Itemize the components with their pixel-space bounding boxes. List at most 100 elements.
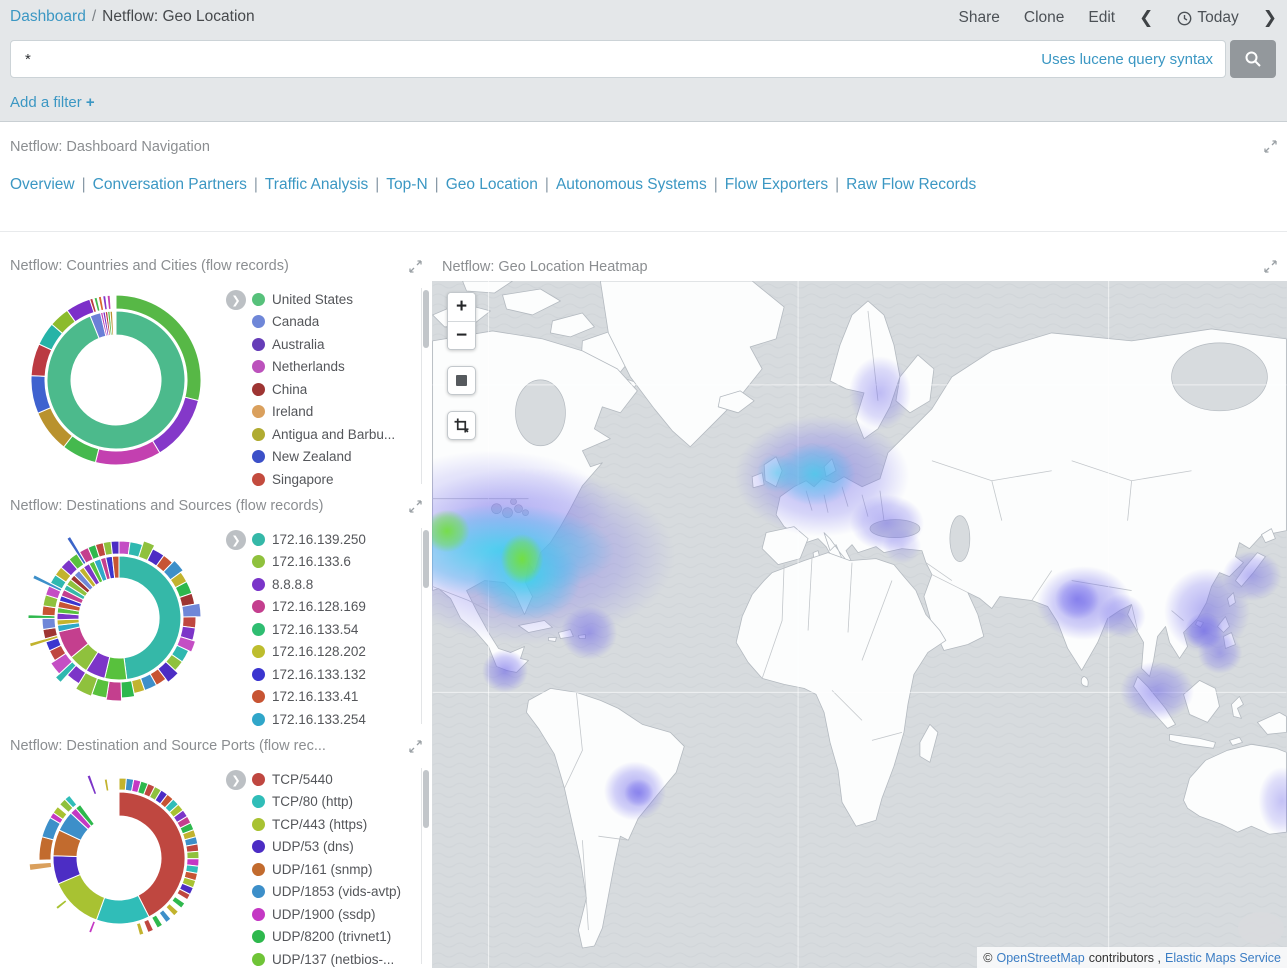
- pie-slice[interactable]: [103, 778, 110, 792]
- pie-slice[interactable]: [158, 908, 172, 924]
- legend-item[interactable]: 172.16.133.132: [252, 663, 366, 686]
- pie-slice[interactable]: [109, 310, 115, 336]
- add-filter-button[interactable]: Add a filter +: [10, 94, 95, 111]
- nav-link-autonomous-systems[interactable]: Autonomous Systems: [555, 176, 707, 193]
- pie-slice[interactable]: [41, 617, 57, 631]
- legend-item[interactable]: United States: [252, 288, 395, 311]
- time-back-button[interactable]: ❮: [1139, 8, 1154, 27]
- pie-slice[interactable]: [135, 921, 145, 936]
- pie-slice[interactable]: [89, 297, 98, 314]
- nav-link-flow-exporters[interactable]: Flow Exporters: [724, 176, 829, 193]
- zoom-in-button[interactable]: +: [448, 293, 475, 321]
- lucene-syntax-link[interactable]: Uses lucene query syntax: [1041, 50, 1213, 68]
- legend-item[interactable]: 172.16.128.202: [252, 641, 366, 664]
- map-panel-title: Netflow: Geo Location Heatmap: [442, 259, 648, 275]
- legend-item[interactable]: Australia: [252, 333, 395, 356]
- legend-item[interactable]: 172.16.128.169: [252, 596, 366, 619]
- nav-link-conversation-partners[interactable]: Conversation Partners: [92, 176, 247, 193]
- elastic-maps-service-link[interactable]: Elastic Maps Service: [1164, 950, 1281, 965]
- time-forward-button[interactable]: ❯: [1262, 8, 1277, 27]
- pie-slice[interactable]: [102, 295, 108, 311]
- legend-item[interactable]: UDP/1900 (ssdp): [252, 903, 401, 926]
- expand-panel-icon[interactable]: [408, 739, 423, 754]
- zoom-out-button[interactable]: −: [448, 321, 475, 349]
- legend-label: United States: [272, 291, 354, 307]
- nav-link-geo-location[interactable]: Geo Location: [445, 176, 538, 193]
- legend-collapse-button[interactable]: ❯: [226, 530, 246, 550]
- pie-slice[interactable]: [106, 294, 112, 310]
- legend-item[interactable]: Netherlands: [252, 356, 395, 379]
- pie-slice[interactable]: [110, 540, 120, 555]
- legend-item[interactable]: TCP/80 (http): [252, 791, 401, 814]
- pie-slice[interactable]: [143, 918, 155, 934]
- legend-item[interactable]: Ireland: [252, 401, 395, 424]
- expand-panel-icon[interactable]: [1263, 139, 1278, 154]
- nav-link-overview[interactable]: Overview: [10, 176, 75, 193]
- scrollbar-thumb[interactable]: [423, 770, 429, 828]
- legend-item[interactable]: 172.16.139.250: [252, 528, 366, 551]
- legend-scrollbar[interactable]: [421, 288, 429, 484]
- edit-button[interactable]: Edit: [1088, 9, 1116, 26]
- expand-panel-icon[interactable]: [1263, 259, 1278, 274]
- scrollbar-thumb[interactable]: [423, 530, 429, 588]
- draw-rectangle-filter-button[interactable]: [447, 411, 476, 440]
- fit-data-bounds-button[interactable]: [447, 366, 476, 395]
- legend-item[interactable]: Canada: [252, 311, 395, 334]
- pie-slice[interactable]: [74, 803, 95, 828]
- share-button[interactable]: Share: [958, 9, 1000, 26]
- legend-item[interactable]: 172.16.133.54: [252, 618, 366, 641]
- pie-slice[interactable]: [97, 295, 105, 312]
- legend-item[interactable]: 8.8.8.8: [252, 573, 366, 596]
- geo-heatmap[interactable]: + − © OpenStreetMap contributors , Elast…: [432, 281, 1287, 968]
- legend-item[interactable]: 172.16.133.41: [252, 686, 366, 709]
- legend-scrollbar[interactable]: [421, 528, 429, 724]
- legend-item[interactable]: TCP/443 (https): [252, 813, 401, 836]
- breadcrumb-dashboard-link[interactable]: Dashboard: [10, 8, 86, 25]
- pie-slice[interactable]: [87, 920, 97, 934]
- pie-slice-TCP/5440[interactable]: [118, 791, 186, 918]
- pie-slice[interactable]: [52, 805, 68, 821]
- search-input[interactable]: * Uses lucene query syntax: [10, 40, 1226, 78]
- search-button[interactable]: [1230, 40, 1276, 78]
- legend-item[interactable]: 172.16.133.254: [252, 708, 366, 731]
- pie-slice[interactable]: [28, 861, 53, 872]
- nav-link-raw-flow-records[interactable]: Raw Flow Records: [846, 176, 977, 193]
- clone-button[interactable]: Clone: [1023, 9, 1065, 26]
- legend-item[interactable]: UDP/53 (dns): [252, 836, 401, 859]
- legend-item[interactable]: UDP/1853 (vids-avtp): [252, 881, 401, 904]
- expand-panel-icon[interactable]: [408, 259, 423, 274]
- legend-item[interactable]: 172.16.133.6: [252, 551, 366, 574]
- legend-item[interactable]: TCP/5440: [252, 768, 401, 791]
- nav-link-traffic-analysis[interactable]: Traffic Analysis: [264, 176, 369, 193]
- pie-slice[interactable]: [38, 836, 55, 861]
- legend-collapse-button[interactable]: ❯: [226, 290, 246, 310]
- legend-scrollbar[interactable]: [421, 768, 429, 964]
- legend-color-dot: [252, 577, 265, 591]
- pie-slice[interactable]: [171, 895, 186, 909]
- legend-item[interactable]: UDP/137 (netbios-...: [252, 948, 401, 971]
- pie-slice[interactable]: [186, 850, 200, 860]
- legend-item[interactable]: China: [252, 378, 395, 401]
- pie-slice[interactable]: [176, 888, 191, 901]
- legend-item[interactable]: New Zealand: [252, 446, 395, 469]
- legend-item[interactable]: UDP/8200 (trivnet1): [252, 926, 401, 949]
- legend-item[interactable]: Antigua and Barbu...: [252, 423, 395, 446]
- legend-item[interactable]: UDP/161 (snmp): [252, 858, 401, 881]
- pie-slice-172.16.139.250[interactable]: [118, 555, 182, 681]
- pie-slice[interactable]: [64, 794, 78, 809]
- pie-slice[interactable]: [151, 914, 164, 929]
- legend-color-dot: [252, 472, 265, 486]
- pie-slice[interactable]: [93, 296, 101, 313]
- openstreetmap-link[interactable]: OpenStreetMap: [996, 950, 1085, 965]
- scrollbar-thumb[interactable]: [423, 290, 429, 348]
- nav-link-top-n[interactable]: Top-N: [386, 176, 428, 193]
- pie-slice[interactable]: [55, 898, 68, 911]
- pie-slice[interactable]: [86, 774, 98, 796]
- pie-slice[interactable]: [111, 555, 120, 579]
- time-picker[interactable]: Today: [1177, 9, 1239, 27]
- legend-item[interactable]: Singapore: [252, 468, 395, 491]
- expand-panel-icon[interactable]: [408, 499, 423, 514]
- pie-slice-United States[interactable]: [46, 310, 186, 450]
- legend-collapse-button[interactable]: ❯: [226, 770, 246, 790]
- pie-slice[interactable]: [165, 902, 180, 917]
